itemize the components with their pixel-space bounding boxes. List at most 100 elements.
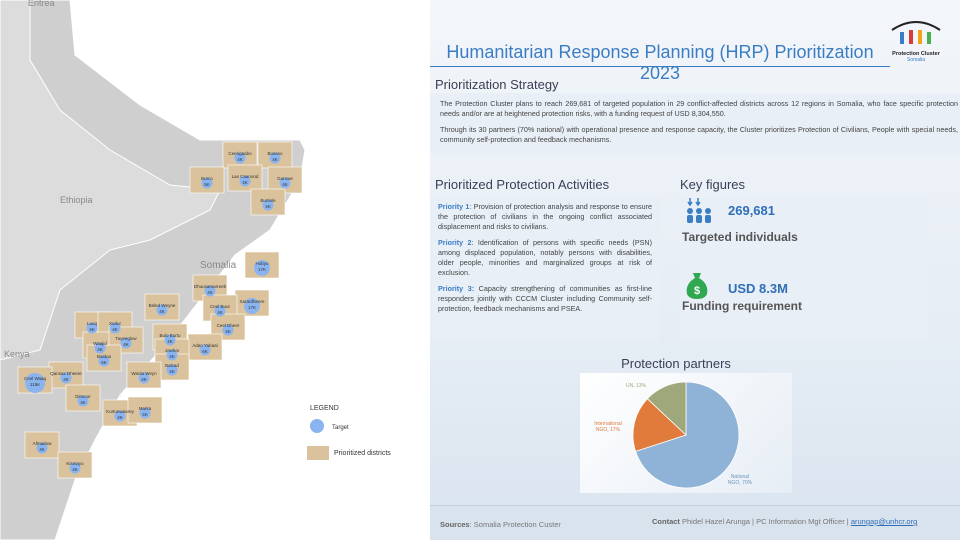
district-label: Adan Yabaal bbox=[192, 343, 217, 348]
district-value: 4K bbox=[142, 412, 148, 417]
logo-subtext: Somalia bbox=[906, 57, 926, 63]
target-circle bbox=[98, 355, 110, 367]
district-label: Xudur bbox=[109, 321, 122, 326]
district-value: 4K bbox=[167, 339, 173, 344]
district-value: 4K bbox=[80, 400, 86, 405]
page-title: Humanitarian Response Planning (HRP) Pri… bbox=[446, 42, 874, 83]
district-area bbox=[126, 361, 162, 389]
target-circle bbox=[120, 337, 132, 349]
pie-slice bbox=[632, 398, 687, 452]
district-value: 115K bbox=[30, 382, 40, 387]
strategy-paragraph-2: Through its 30 partners (70% national) w… bbox=[440, 125, 958, 144]
district-value: 6K bbox=[101, 360, 107, 365]
district-value: 5K bbox=[204, 182, 210, 187]
map-svg: Eritrea Ethiopia Somalia Kenya Ceerigaab… bbox=[0, 0, 430, 541]
district-value: 4K bbox=[282, 182, 288, 187]
contact-email-link[interactable]: arungap@unhcr.org bbox=[850, 517, 918, 526]
target-circle bbox=[109, 322, 121, 334]
district-value: 4K bbox=[272, 157, 278, 162]
strategy-paragraph-1: The Protection Cluster plans to reach 26… bbox=[440, 99, 958, 118]
legend-target-symbol bbox=[310, 419, 324, 433]
target-circle bbox=[244, 298, 260, 314]
target-circle bbox=[156, 304, 168, 316]
target-circle bbox=[262, 199, 274, 211]
country-eritrea: Eritrea bbox=[28, 0, 55, 8]
district-label: Balcad bbox=[165, 363, 179, 368]
legend-target-label: Target bbox=[332, 425, 349, 431]
district-label: Luuq bbox=[87, 321, 98, 326]
target-circle bbox=[254, 260, 270, 276]
district-label: Wanla Weyn bbox=[131, 371, 157, 376]
district-label: Hobyo bbox=[255, 261, 269, 266]
target-circle bbox=[139, 407, 151, 419]
country-ethiopia: Ethiopia bbox=[60, 195, 93, 205]
logo-text: Protection Cluster bbox=[892, 51, 940, 57]
target-circle bbox=[279, 177, 291, 189]
district-value: 4K bbox=[112, 327, 118, 332]
district-value: 17K bbox=[258, 267, 266, 272]
target-circle bbox=[77, 395, 89, 407]
target-circle bbox=[234, 152, 246, 164]
funding-value: USD 8.3M bbox=[728, 281, 788, 296]
district-value: 4K bbox=[265, 204, 271, 209]
district-label: Marka bbox=[139, 406, 152, 411]
district-value: 4K bbox=[217, 310, 223, 315]
district-value: 4K bbox=[225, 329, 231, 334]
chart-title: Protection partners bbox=[621, 356, 731, 371]
district-value: 6K bbox=[202, 349, 208, 354]
district-label: Ceerigaabo bbox=[228, 151, 252, 156]
targeted-value: 269,681 bbox=[728, 203, 775, 218]
district-label: Las Caanood bbox=[232, 174, 259, 179]
district-label: Burco bbox=[201, 176, 213, 181]
target-circle bbox=[166, 364, 178, 376]
pie-slice bbox=[635, 381, 740, 489]
district-label: Burtinle bbox=[260, 198, 276, 203]
strategy-heading: Prioritization Strategy bbox=[435, 77, 559, 92]
district-value: 4K bbox=[123, 342, 129, 347]
money-bag-icon: $ bbox=[686, 273, 708, 299]
district-label: Dinsoor bbox=[75, 394, 91, 399]
target-circle bbox=[25, 373, 45, 393]
target-circle bbox=[166, 349, 178, 361]
info-panel: Humanitarian Response Planning (HRP) Pri… bbox=[430, 0, 960, 540]
district-value: 4K bbox=[207, 290, 213, 295]
target-circle bbox=[214, 305, 226, 317]
title-underline bbox=[430, 66, 890, 67]
district-label: Jowhar bbox=[165, 348, 180, 353]
district-label: Beled Weyne bbox=[149, 303, 176, 308]
district-value: 17K bbox=[248, 305, 256, 310]
priority-3: Priority 3: Capacity strengthening of co… bbox=[438, 284, 652, 313]
activities-heading: Prioritized Protection Activities bbox=[435, 177, 610, 192]
district-value: 4K bbox=[159, 309, 165, 314]
somalia-map: Eritrea Ethiopia Somalia Kenya Ceerigaab… bbox=[0, 0, 430, 541]
district-label: Qansax Dheere bbox=[50, 371, 82, 376]
district-value: 4K bbox=[237, 157, 243, 162]
district-label: Baidoa bbox=[97, 354, 112, 359]
contact: Contact Phidel Hazel Arunga | PC Informa… bbox=[652, 517, 918, 526]
target-circle bbox=[86, 322, 98, 334]
targeted-label: Targeted individuals bbox=[682, 230, 798, 244]
logo-icon bbox=[891, 21, 941, 44]
district-label: Dhuusamarreeb bbox=[194, 284, 227, 289]
legend-title: LEGEND bbox=[310, 405, 339, 412]
district-value: 4K bbox=[39, 447, 45, 452]
target-circle bbox=[269, 152, 281, 164]
priority-2: Priority 2: Identification of persons wi… bbox=[438, 238, 652, 277]
district-label: Kurtunwaarey bbox=[106, 409, 135, 414]
legend-district-label: Prioritized districts bbox=[334, 450, 391, 457]
target-circle bbox=[222, 324, 234, 336]
legend-district-symbol bbox=[307, 446, 329, 460]
target-circle bbox=[204, 285, 216, 297]
target-circle bbox=[69, 462, 81, 474]
pie-label: International NGO, 17% bbox=[594, 421, 622, 433]
district-label: Tayeeglow bbox=[115, 336, 137, 341]
protection-cluster-logo: Protection Cluster Somalia bbox=[880, 12, 952, 63]
district-label: Ceel Dheer bbox=[217, 323, 240, 328]
target-circle bbox=[60, 372, 72, 384]
target-circle bbox=[201, 177, 213, 189]
district-label: Afmadow bbox=[33, 441, 53, 446]
target-circle bbox=[114, 410, 126, 422]
district-value: 4K bbox=[63, 377, 69, 382]
footer: Sources: Somalia Protection Custer Conta… bbox=[430, 505, 960, 540]
pie-label: UN, 13% bbox=[626, 383, 647, 389]
